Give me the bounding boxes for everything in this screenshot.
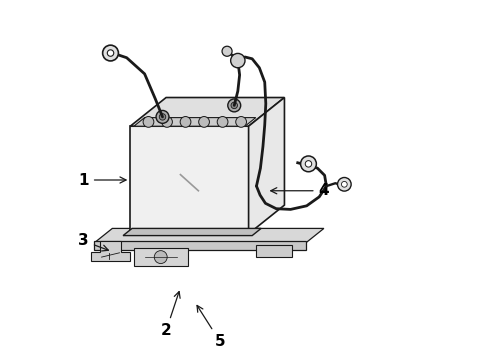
Text: 3: 3 [78, 234, 108, 251]
Polygon shape [134, 248, 188, 266]
Circle shape [102, 45, 119, 61]
Circle shape [107, 50, 114, 56]
Polygon shape [130, 126, 248, 234]
Circle shape [159, 114, 166, 120]
Circle shape [154, 251, 167, 264]
Polygon shape [134, 118, 256, 126]
Polygon shape [91, 241, 130, 261]
Circle shape [180, 117, 191, 127]
Polygon shape [130, 98, 285, 126]
Circle shape [236, 117, 246, 127]
Circle shape [228, 99, 241, 112]
Text: 4: 4 [270, 183, 329, 198]
Circle shape [300, 156, 317, 172]
Circle shape [338, 177, 351, 191]
Circle shape [231, 53, 245, 68]
Polygon shape [95, 241, 306, 250]
Text: 2: 2 [161, 292, 180, 338]
Polygon shape [95, 228, 324, 243]
Circle shape [231, 102, 238, 109]
Circle shape [217, 117, 228, 127]
Circle shape [162, 117, 172, 127]
Text: 5: 5 [197, 305, 225, 349]
Text: 1: 1 [78, 172, 126, 188]
Circle shape [143, 117, 154, 127]
Circle shape [222, 46, 232, 56]
Polygon shape [248, 98, 285, 234]
Circle shape [156, 111, 169, 123]
Polygon shape [256, 244, 292, 257]
Polygon shape [123, 228, 261, 235]
Circle shape [198, 117, 209, 127]
Circle shape [305, 161, 312, 167]
Circle shape [342, 181, 347, 187]
